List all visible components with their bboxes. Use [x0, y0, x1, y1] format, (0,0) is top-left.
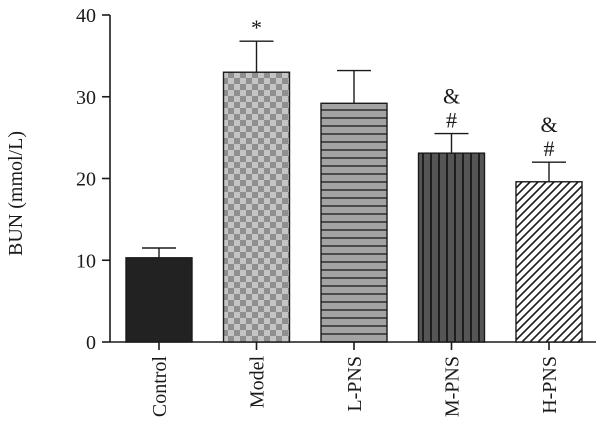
- x-tick-label: Control: [149, 356, 171, 418]
- significance-mark: #: [544, 136, 555, 161]
- y-axis-label: BUN (mmol/L): [5, 131, 27, 256]
- significance-mark: #: [446, 108, 457, 133]
- bar-l-pns: [320, 102, 388, 343]
- y-tick-label: 0: [86, 332, 96, 354]
- significance-mark: &: [540, 112, 557, 137]
- error-bars: [142, 40, 566, 258]
- significance-annotations: *&# &#: [251, 15, 558, 161]
- significance-mark: &: [443, 84, 460, 109]
- x-tick-label: L-PNS: [344, 356, 366, 412]
- bar-m-pns: [417, 152, 486, 343]
- significance-mark: *: [251, 15, 262, 40]
- x-tick-label: M-PNS: [442, 356, 464, 417]
- bar-h-pns: [515, 181, 583, 343]
- axis-labels: 0 10 20 30 40 BUN (mmol/L) Control Model L-PNS M-…: [5, 5, 561, 417]
- bar-control: [125, 257, 193, 343]
- y-tick-label: 20: [76, 169, 96, 191]
- x-tick-label: Model: [247, 356, 269, 409]
- y-tick-label: 40: [76, 5, 96, 27]
- x-tick-label: H-PNS: [539, 356, 561, 414]
- bars: [125, 71, 583, 343]
- y-tick-label: 30: [76, 87, 96, 109]
- y-tick-label: 10: [76, 250, 96, 272]
- bar-model: [222, 71, 291, 343]
